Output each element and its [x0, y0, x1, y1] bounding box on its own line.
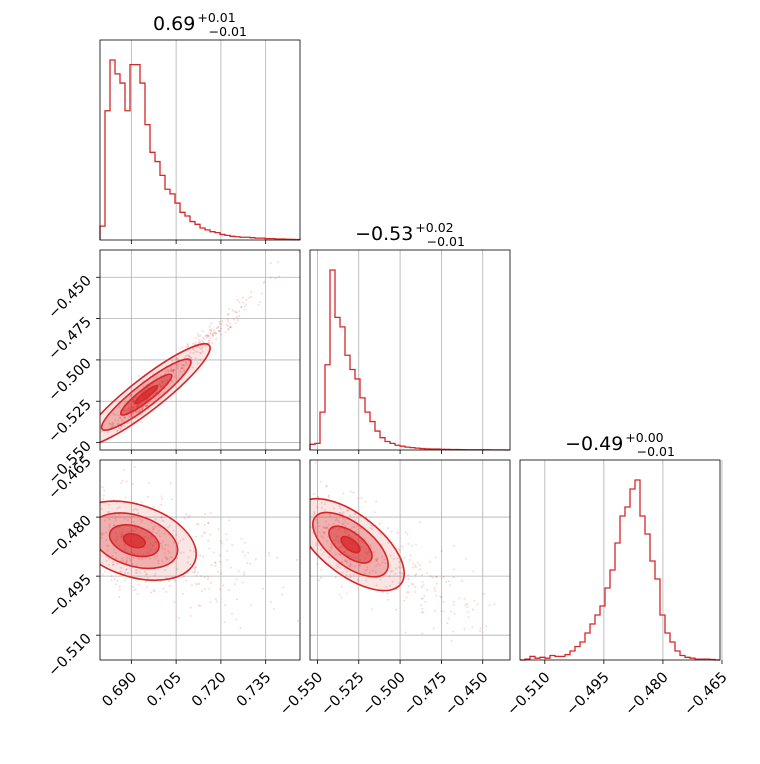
grid-lines — [100, 40, 723, 660]
scatter-param0-param1 — [100, 250, 300, 447]
scatter-param1-param2 — [310, 461, 496, 643]
tick-labels: 0.690 0.705 0.720 0.735 −0.550−0.525−0.500−0… — [46, 273, 731, 719]
tick-label: 0.720 — [189, 670, 230, 711]
tick-label: −0.475 — [401, 670, 450, 719]
tick-label: −0.450 — [442, 670, 491, 719]
panel-2-0 — [99, 459, 301, 661]
tick-label: −0.500 — [46, 355, 95, 404]
panel-2-2 — [519, 459, 721, 661]
tick-label: −0.500 — [360, 670, 409, 719]
tick-label: −0.510 — [46, 631, 95, 680]
tick-label: −0.450 — [46, 273, 95, 322]
tick-label: 0.735 — [234, 670, 275, 711]
histogram-param-0 — [99, 59, 301, 241]
histogram-param-1 — [309, 269, 510, 451]
tick-label: 0.690 — [100, 670, 141, 711]
title-param-2: −0.49 +0.00 −0.01 — [565, 430, 675, 459]
tick-label: −0.480 — [46, 513, 95, 562]
tick-label: −0.525 — [318, 670, 367, 719]
tick-label: −0.495 — [563, 670, 612, 719]
tick-label: −0.510 — [504, 670, 553, 719]
panel-0-0 — [99, 39, 301, 241]
tick-label: −0.480 — [622, 670, 671, 719]
title-param-0: 0.69 +0.01 −0.01 — [153, 10, 247, 39]
histogram-param-2 — [520, 479, 720, 661]
tick-label: −0.525 — [46, 397, 95, 446]
panel-1-0 — [99, 249, 301, 451]
title-param-1: −0.53 +0.02 −0.01 — [355, 220, 465, 249]
tick-label: −0.495 — [46, 572, 95, 621]
tick-marks — [96, 240, 723, 664]
tick-label: −0.465 — [682, 670, 731, 719]
panel-2-1 — [309, 459, 511, 661]
scatter-param0-param2 — [100, 465, 299, 629]
tick-label: −0.475 — [46, 314, 95, 363]
tick-label: 0.705 — [144, 670, 185, 711]
tick-label: −0.550 — [277, 670, 326, 719]
panel-1-1 — [309, 249, 511, 451]
